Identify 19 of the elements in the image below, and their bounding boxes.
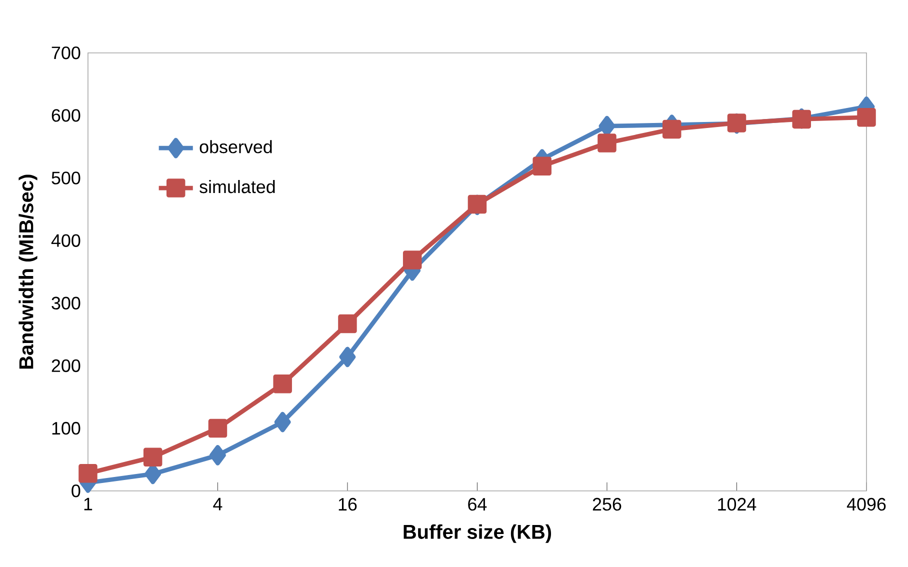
y-axis-title: Bandwidth (MiB/sec)	[18, 174, 38, 368]
y-tick-label: 500	[52, 171, 80, 184]
x-tick-label: 4096	[846, 498, 886, 510]
x-tick-label: 1024	[718, 498, 756, 510]
y-tick-label: 100	[52, 422, 80, 434]
x-tick-label: 64	[468, 498, 487, 510]
x-tick-label: 1	[84, 498, 92, 510]
y-tick-label: 0	[72, 484, 80, 498]
y-tick-label: 200	[52, 359, 80, 372]
x-tick-label: 16	[338, 498, 357, 510]
y-tick-label: 300	[52, 296, 80, 310]
x-axis-title: Buffer size (KB)	[404, 524, 552, 543]
x-tick-label: 4	[213, 498, 222, 510]
y-tick-label: 400	[51, 234, 80, 247]
y-tick-label: 600	[52, 108, 80, 122]
legend-label: observed	[200, 140, 272, 154]
y-tick-label: 700	[52, 46, 80, 59]
legend-label: simulated	[200, 180, 275, 193]
x-tick-label: 256	[592, 498, 622, 510]
